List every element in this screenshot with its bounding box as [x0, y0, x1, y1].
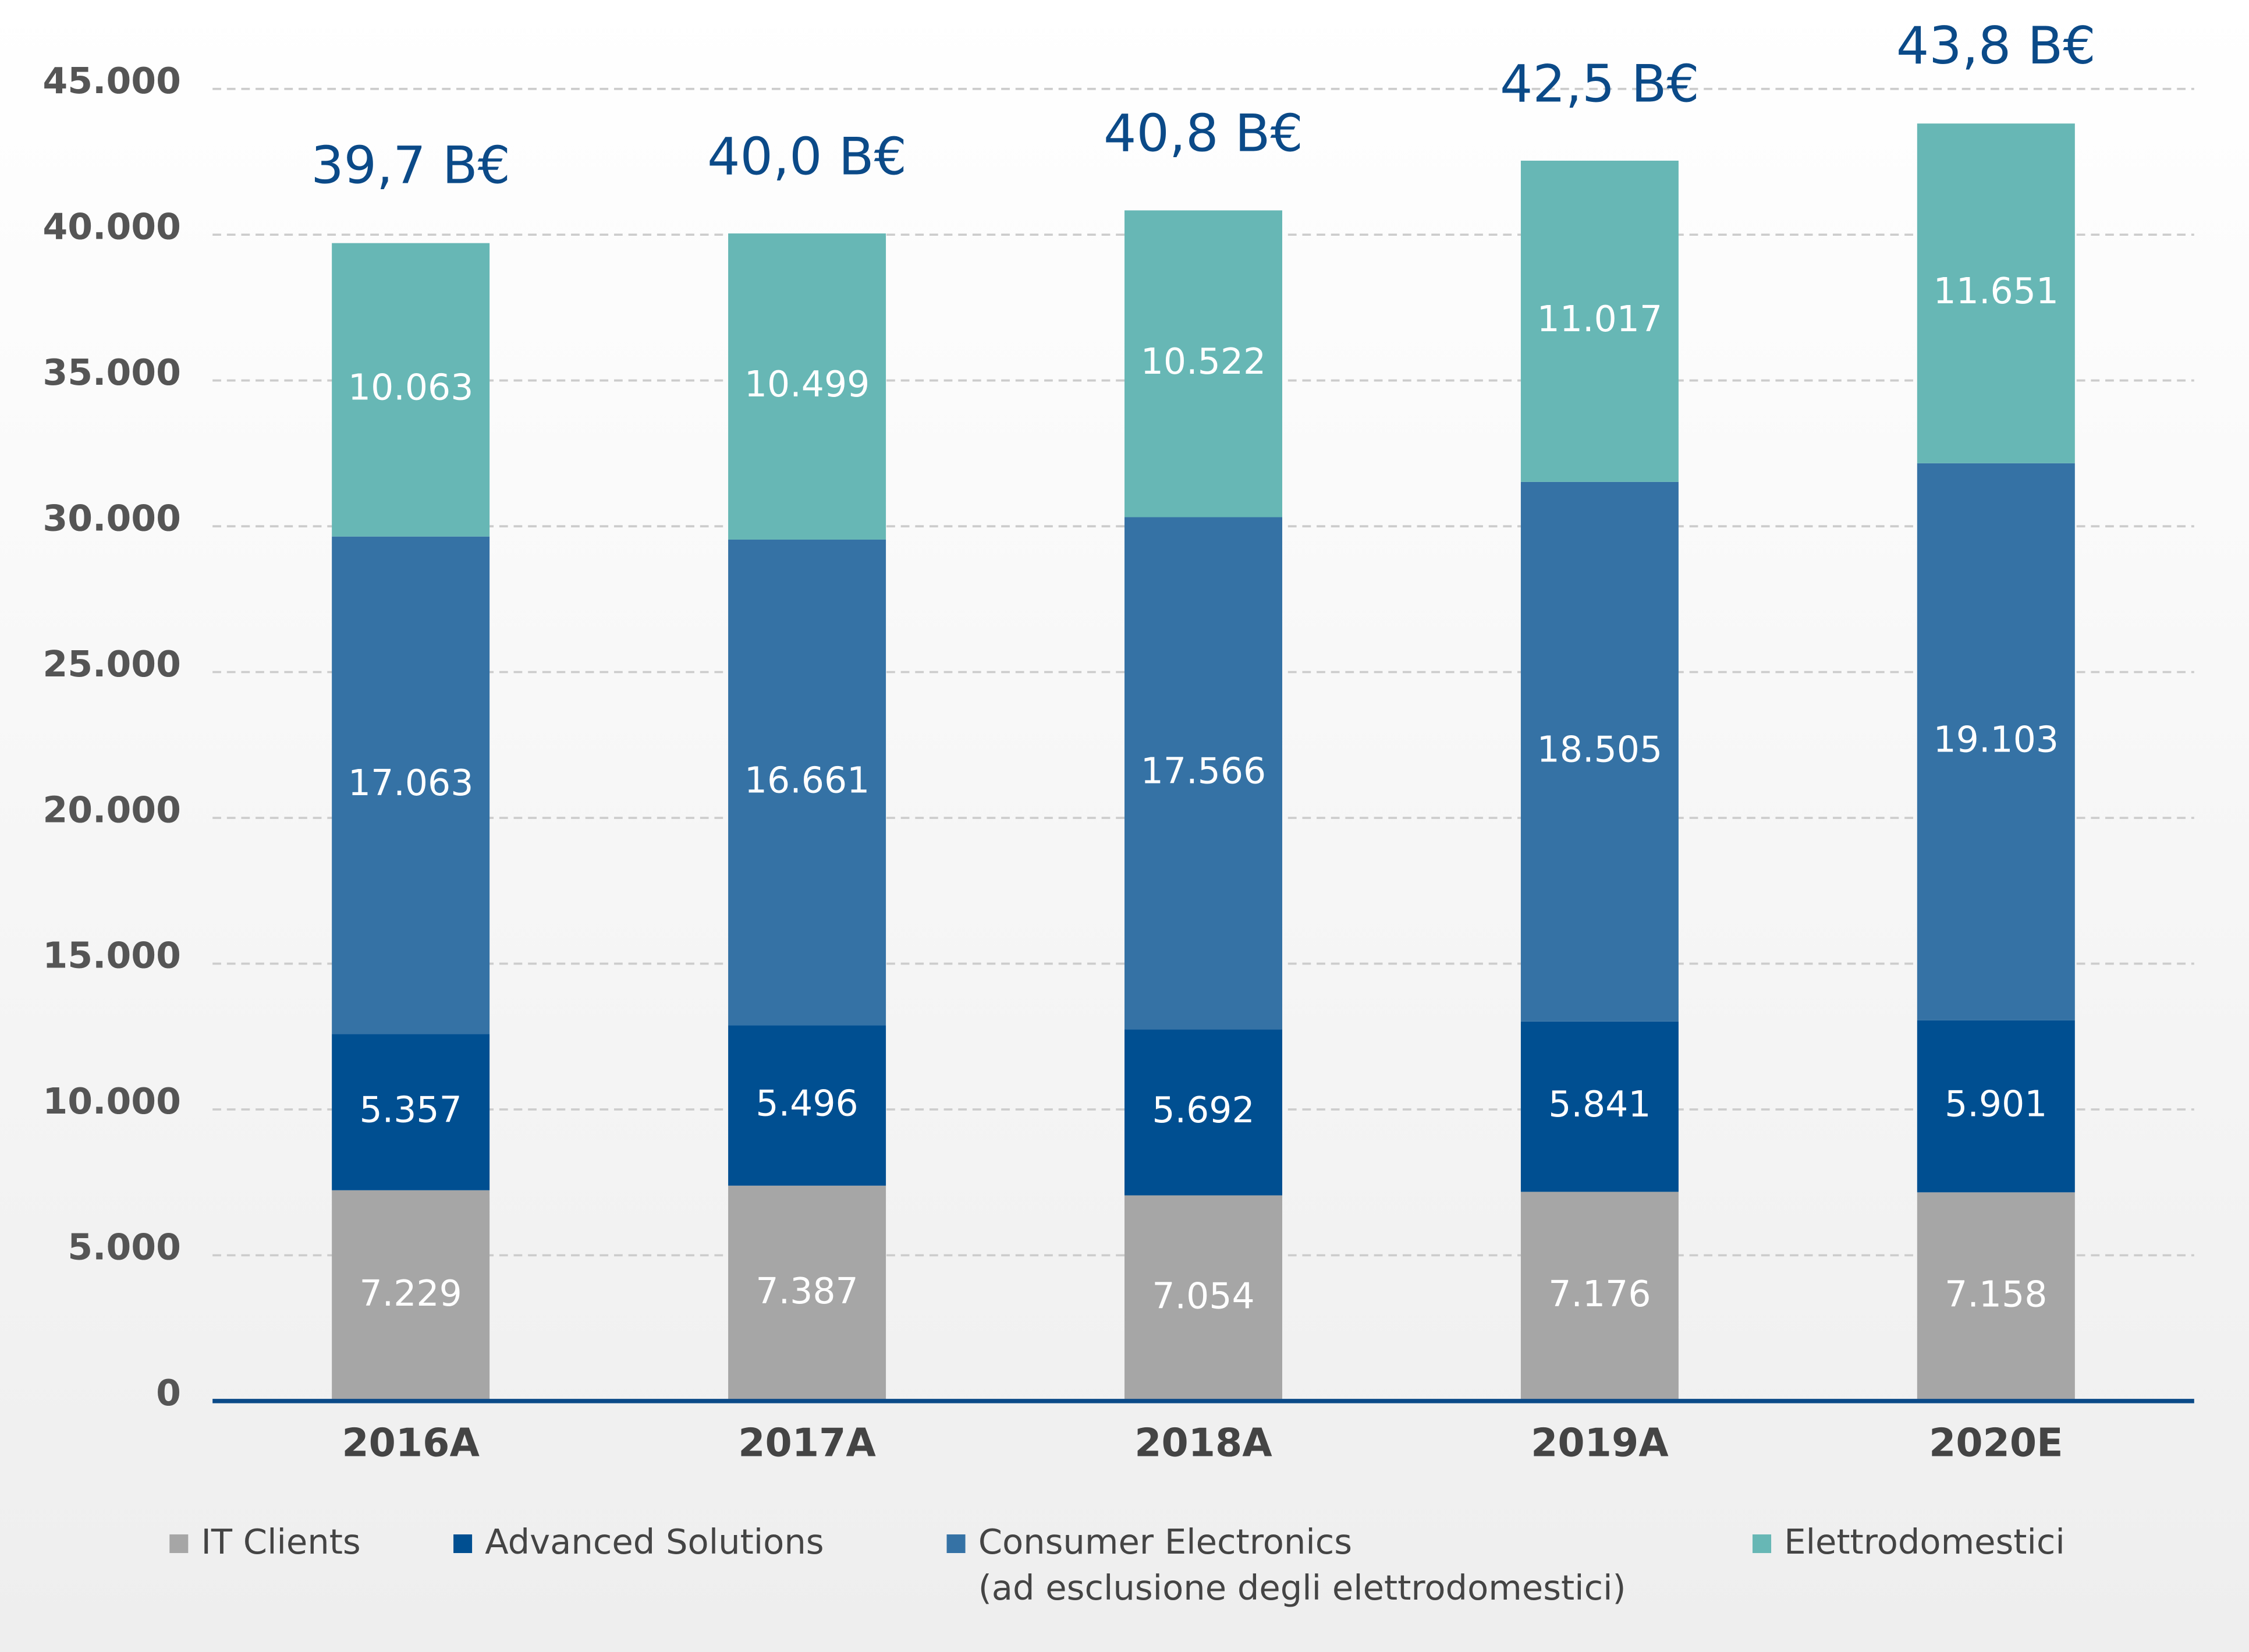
bar-segment [1917, 123, 2075, 463]
y-tick-label: 30.000 [42, 497, 181, 539]
bar-segment [728, 1185, 886, 1401]
bar-segment [332, 536, 490, 1034]
total-label: 42,5 B€ [1500, 54, 1700, 114]
bar-segment [332, 243, 490, 537]
y-tick-label: 45.000 [42, 60, 181, 102]
data-label: 7.387 [755, 1270, 858, 1312]
x-tick-label: 2018A [1134, 1420, 1272, 1465]
legend-swatch [169, 1534, 189, 1554]
x-tick-label: 2016A [342, 1420, 480, 1465]
data-label: 5.692 [1152, 1089, 1254, 1131]
legend-label: Elettrodomestici [1784, 1522, 2065, 1562]
data-label: 11.017 [1537, 298, 1662, 340]
total-label: 40,0 B€ [707, 127, 907, 187]
data-label: 7.229 [360, 1272, 462, 1314]
total-label: 43,8 B€ [1896, 16, 2096, 76]
bar-segment [728, 1025, 886, 1186]
bar-segment [1124, 517, 1282, 1030]
bar-segment [1917, 463, 2075, 1020]
data-label: 10.063 [348, 367, 473, 409]
data-label: 5.841 [1548, 1083, 1651, 1125]
data-label: 10.522 [1141, 341, 1266, 382]
legend-label: Advanced Solutions [485, 1522, 824, 1562]
bar-segment [1520, 1192, 1679, 1401]
y-tick-label: 35.000 [42, 352, 181, 393]
data-label: 7.054 [1152, 1275, 1254, 1317]
total-label: 39,7 B€ [311, 136, 510, 196]
bar-segment [1520, 481, 1679, 1022]
data-label: 17.063 [348, 762, 473, 804]
y-tick-label: 5.000 [68, 1226, 181, 1268]
bar-segment [1917, 1020, 2075, 1193]
legend-swatch [1753, 1534, 1772, 1554]
bar-segment [1124, 210, 1282, 517]
data-label: 7.158 [1945, 1274, 2047, 1316]
legend-label: Consumer Electronics (ad esclusione degli… [978, 1522, 1626, 1608]
y-tick-label: 0 [156, 1372, 181, 1414]
data-label: 11.651 [1934, 270, 2059, 312]
bar-segment [332, 1034, 490, 1190]
legend-swatch [946, 1534, 966, 1554]
y-tick-label: 25.000 [42, 643, 181, 685]
bar-segment [1124, 1029, 1282, 1196]
data-label: 16.661 [744, 759, 870, 801]
legend-swatch [453, 1534, 473, 1554]
total-label: 40,8 B€ [1104, 103, 1303, 163]
bar-segment [332, 1190, 490, 1401]
bar-segment [728, 233, 886, 540]
y-tick-label: 20.000 [42, 789, 181, 831]
y-tick-label: 40.000 [42, 205, 181, 247]
y-tick-label: 10.000 [42, 1080, 181, 1122]
data-label: 5.901 [1945, 1083, 2047, 1125]
x-tick-label: 2020E [1929, 1420, 2063, 1465]
bar-segment [1917, 1192, 2075, 1401]
bar-segment [728, 539, 886, 1026]
data-label: 5.357 [360, 1089, 462, 1131]
y-tick-label: 15.000 [42, 935, 181, 977]
data-label: 10.499 [744, 363, 870, 405]
data-label: 5.496 [755, 1082, 858, 1124]
data-label: 17.566 [1141, 750, 1266, 792]
bar-segment [1520, 161, 1679, 482]
data-label: 18.505 [1537, 728, 1662, 770]
legend-label: IT Clients [201, 1522, 360, 1562]
x-tick-label: 2019A [1531, 1420, 1669, 1465]
bar-segment [1124, 1195, 1282, 1401]
bar-segment [1520, 1021, 1679, 1192]
x-tick-label: 2017A [738, 1420, 876, 1465]
data-label: 19.103 [1934, 718, 2059, 760]
data-label: 7.176 [1548, 1273, 1651, 1315]
